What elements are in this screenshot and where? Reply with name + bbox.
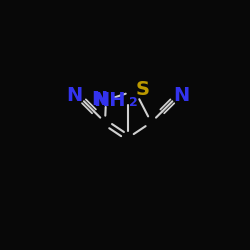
Text: N: N [91,90,108,109]
Text: N: N [174,86,190,106]
Text: N: N [66,86,83,106]
Text: S: S [136,80,150,99]
Text: NH: NH [94,91,126,110]
Text: 2: 2 [128,96,137,109]
